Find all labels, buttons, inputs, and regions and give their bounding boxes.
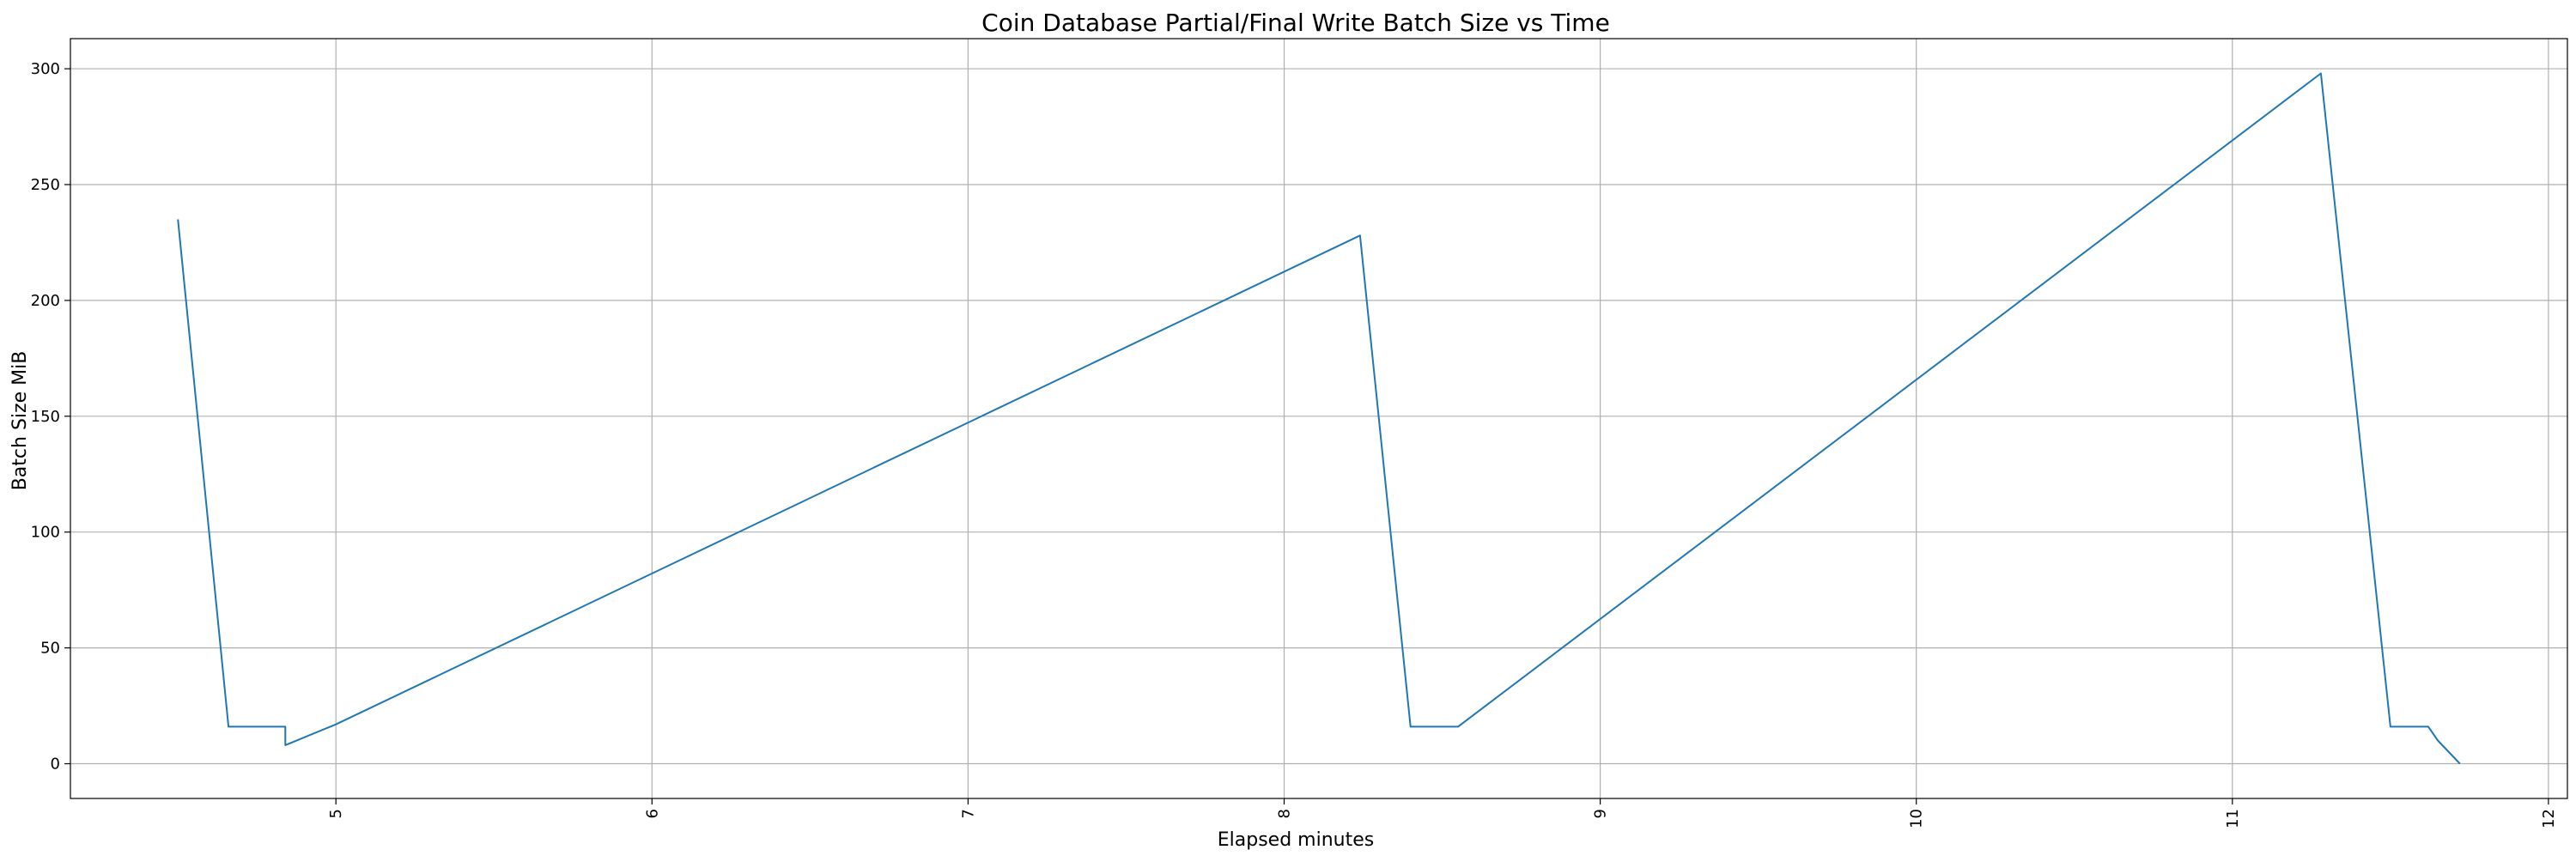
grid [70,39,2567,798]
x-tick-label: 6 [643,809,661,818]
y-tick-label: 300 [31,60,60,78]
x-tick-label: 11 [2224,809,2242,829]
axes [70,38,2568,799]
series-layer [177,72,2461,765]
x-tick-label: 5 [327,809,345,818]
y-axis-label: Batch Size MiB [9,351,31,491]
y-tick-label: 150 [31,408,60,426]
x-tick-label: 12 [2540,809,2558,829]
x-tick-label: 10 [1908,809,1926,829]
x-tick-label: 9 [1592,809,1610,818]
x-axis-label: Elapsed minutes [1218,829,1374,851]
y-axis-ticks: 0 50 100 150 200 250 300 [31,60,70,774]
y-tick-label: 50 [40,640,60,658]
x-tick-label: 8 [1276,809,1294,818]
chart-title: Coin Database Partial/Final Write Batch … [981,9,1610,37]
y-tick-label: 0 [51,756,60,774]
series-line [177,72,2461,765]
plot-frame [70,38,2568,799]
y-tick-label: 100 [31,524,60,542]
x-axis-ticks: 5 6 7 8 9 10 11 12 [327,798,2558,829]
y-tick-label: 250 [31,176,60,194]
x-tick-label: 7 [959,809,977,818]
y-tick-label: 200 [31,292,60,310]
